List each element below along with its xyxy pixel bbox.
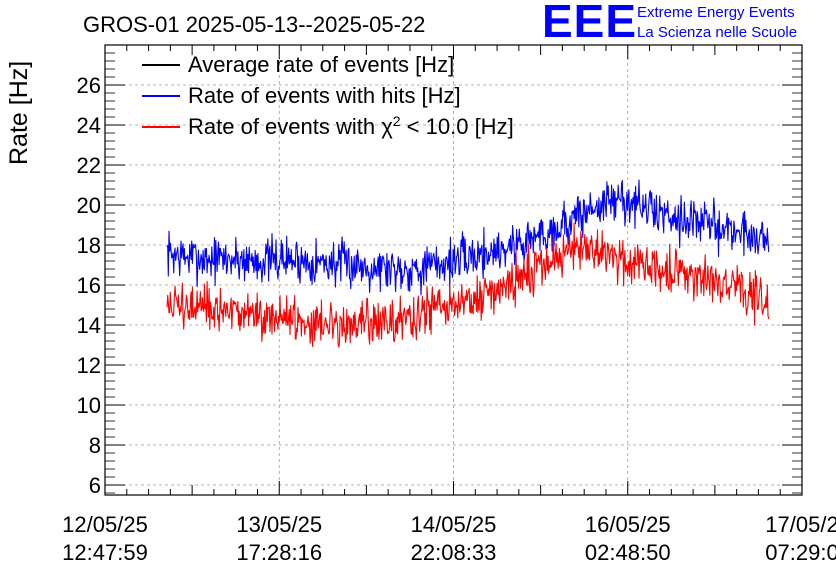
series-line-hits — [166, 179, 770, 296]
y-tick-label: 6 — [89, 473, 101, 498]
chart-title: GROS-01 2025-05-13--2025-05-22 — [83, 12, 425, 37]
y-tick-label: 22 — [77, 153, 101, 178]
y-tick-label: 8 — [89, 433, 101, 458]
y-tick-label: 10 — [77, 393, 101, 418]
legend-label: Rate of events with χ2 < 10.0 [Hz] — [188, 113, 514, 139]
y-tick-label: 18 — [77, 233, 101, 258]
x-tick-label-date: 12/05/25 — [62, 512, 148, 537]
series-line-chi2 — [166, 222, 770, 348]
x-tick-label-date: 14/05/25 — [411, 512, 497, 537]
legend: Average rate of events [Hz] Rate of event… — [142, 52, 514, 139]
axis-layer: 6 8 10 12 14 16 18 20 22 24 26 12/05/25 12:47:59 13/0… — [62, 45, 836, 565]
series-layer — [166, 179, 770, 348]
x-tick-label-time: 07:29:0 — [765, 540, 836, 565]
logo-line-1: Extreme Energy Events — [637, 4, 795, 21]
y-tick-label: 26 — [77, 73, 101, 98]
y-tick-label: 16 — [77, 273, 101, 298]
y-tick-label: 24 — [77, 113, 101, 138]
x-tick-label-date: 13/05/25 — [236, 512, 322, 537]
y-tick-label: 20 — [77, 193, 101, 218]
y-tick-label: 12 — [77, 353, 101, 378]
legend-label: Rate of events with hits [Hz] — [188, 83, 461, 108]
legend-label: Average rate of events [Hz] — [188, 52, 454, 77]
x-tick-label-time: 12:47:59 — [62, 540, 148, 565]
y-tick-label: 14 — [77, 313, 101, 338]
x-tick-label-time: 17:28:16 — [236, 540, 322, 565]
logo-line-2: La Scienza nelle Scuole — [637, 24, 798, 41]
y-axis-label: Rate [Hz] — [5, 61, 33, 165]
x-tick-label-date: 16/05/25 — [585, 512, 671, 537]
x-tick-label-date: 17/05/2 — [765, 512, 836, 537]
x-tick-label-time: 02:48:50 — [585, 540, 671, 565]
x-tick-label-time: 22:08:33 — [411, 540, 497, 565]
grid-layer — [105, 45, 802, 495]
eee-logo: EEE — [542, 0, 638, 47]
